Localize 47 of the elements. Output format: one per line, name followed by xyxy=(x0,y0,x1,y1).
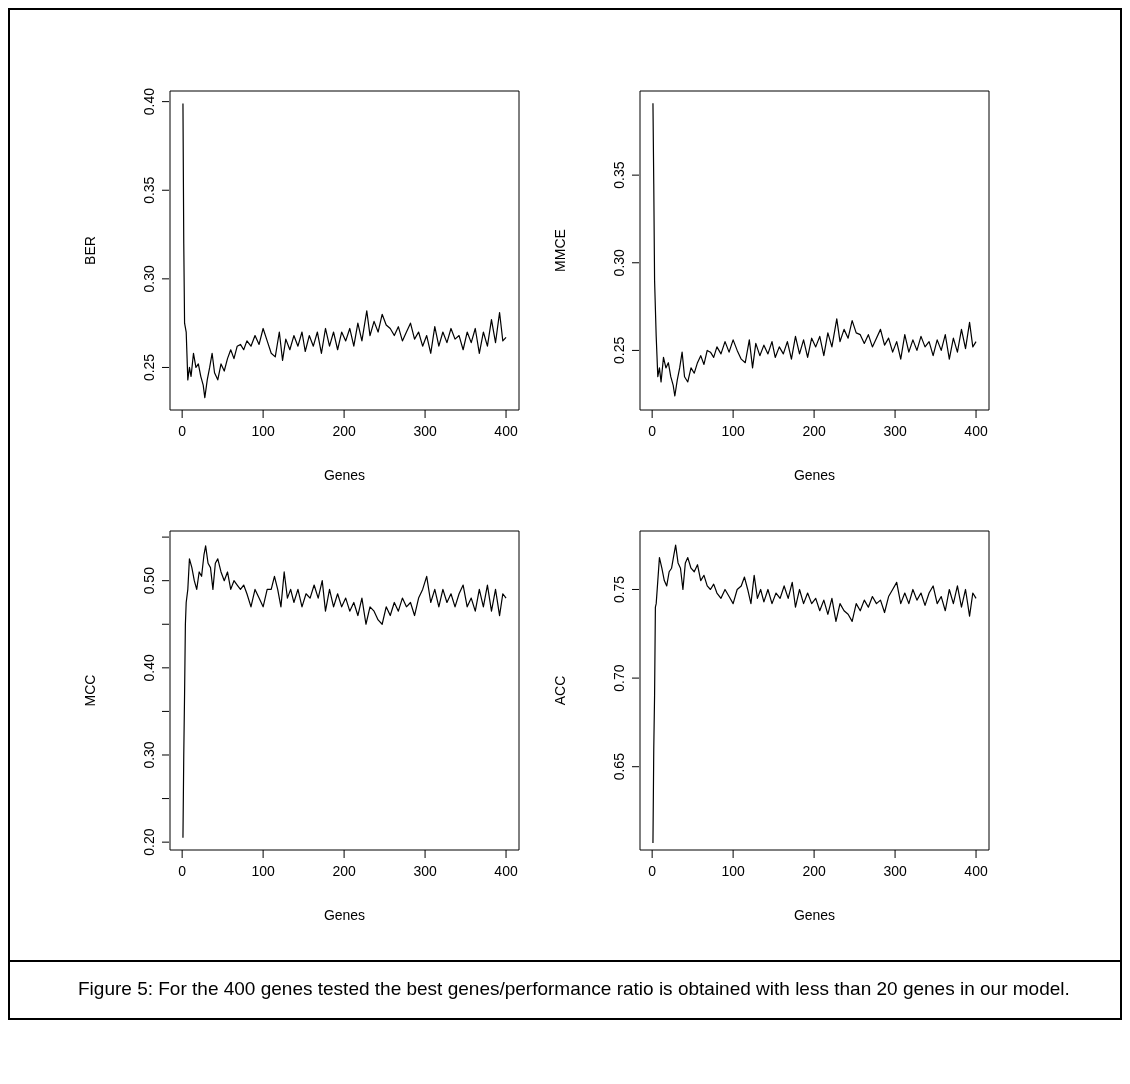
y-tick-label: 0.75 xyxy=(611,575,627,604)
x-tick-label: 400 xyxy=(494,423,518,439)
y-tick-label: 0.25 xyxy=(611,336,627,365)
x-tick-label: 200 xyxy=(802,863,826,879)
y-tick-label: 0.35 xyxy=(141,176,157,204)
x-tick-label: 0 xyxy=(648,423,657,439)
y-tick-label: 0.30 xyxy=(141,265,157,293)
y-axis-title: MMCE xyxy=(551,229,568,272)
y-tick-label: 0.30 xyxy=(141,741,157,769)
y-tick-label: 0.35 xyxy=(611,161,627,189)
y-tick-label: 0.50 xyxy=(141,566,157,595)
x-tick-label: 200 xyxy=(332,863,356,879)
line-series xyxy=(182,545,507,839)
y-axis-title: BER xyxy=(81,236,98,265)
line-series xyxy=(182,102,507,399)
y-tick-label: 0.65 xyxy=(611,752,627,781)
x-tick-label: 0 xyxy=(648,863,657,879)
x-tick-label: 400 xyxy=(494,863,518,879)
x-tick-label: 400 xyxy=(964,423,988,439)
x-tick-label: 300 xyxy=(413,863,437,879)
y-axis-title: ACC xyxy=(551,675,568,706)
y-tick-label: 0.70 xyxy=(611,664,627,692)
x-tick-label: 0 xyxy=(178,423,187,439)
y-tick-label: 0.40 xyxy=(141,654,157,682)
x-tick-label: 100 xyxy=(721,423,746,439)
x-tick-label: 300 xyxy=(883,423,907,439)
x-axis-title: Genes xyxy=(793,907,836,923)
line-series xyxy=(652,102,977,397)
x-tick-label: 300 xyxy=(413,423,437,439)
line-series xyxy=(652,544,977,844)
y-tick-label: 0.30 xyxy=(611,248,627,277)
y-axis-title: MCC xyxy=(81,674,98,707)
x-tick-label: 200 xyxy=(332,423,356,439)
x-axis-title: Genes xyxy=(323,907,366,923)
x-tick-label: 100 xyxy=(251,863,276,879)
x-tick-label: 300 xyxy=(883,863,907,879)
x-axis-title: Genes xyxy=(793,467,836,483)
x-tick-label: 100 xyxy=(251,423,276,439)
x-axis-title: Genes xyxy=(323,467,366,483)
caption: Figure 5: For the 400 genes tested the best genes/performance ratio is obtained with less than 20 genes in our model. xyxy=(77,977,1071,1001)
x-tick-label: 200 xyxy=(802,423,826,439)
x-tick-label: 400 xyxy=(964,863,988,879)
y-tick-label: 0.40 xyxy=(141,87,157,116)
x-tick-label: 0 xyxy=(178,863,187,879)
y-tick-label: 0.20 xyxy=(141,828,157,856)
y-tick-label: 0.25 xyxy=(141,353,157,382)
x-tick-label: 100 xyxy=(721,863,746,879)
